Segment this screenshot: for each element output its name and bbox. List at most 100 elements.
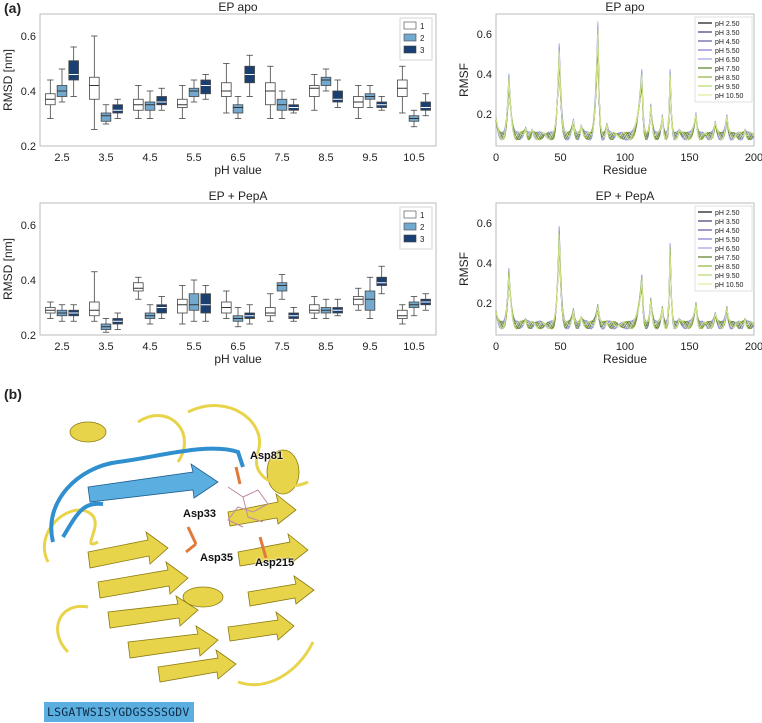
figure-a: EP apo RMSD [nm] pH value 0.2 0.4 0.6 2.5 3.5 4.… [1, 0, 762, 366]
beta-strand [127, 625, 219, 659]
x-tick-label: 5.5 [186, 341, 201, 353]
box-1 [177, 98, 188, 108]
x-tick-label: 0 [493, 152, 499, 164]
beta-strand [87, 531, 169, 569]
y-axis-label: RMSF [457, 63, 471, 97]
plot-frame [495, 202, 755, 336]
y-tick-label: 0.4 [21, 275, 36, 287]
legend-label: pH 2.50 [715, 21, 740, 28]
box-2 [100, 112, 112, 122]
x-tick-label: 5.5 [186, 152, 201, 164]
x-tick-label: 150 [680, 152, 698, 164]
panel-label-a: (a) [4, 0, 22, 16]
y-tick-label: 0.2 [477, 298, 492, 310]
box-3 [332, 90, 343, 103]
x-tick-label: 9.5 [362, 152, 377, 164]
box-3 [156, 96, 167, 106]
y-tick-label: 0.4 [21, 86, 36, 98]
beta-strand [97, 561, 189, 599]
box-3 [68, 60, 79, 81]
plot-frame [39, 13, 437, 147]
box-3 [376, 276, 387, 286]
sequence-box: LSGATWSISYGDGSSSSGDV [44, 702, 194, 722]
rmsf-line-pH-10-50 [495, 240, 755, 330]
residue-label-asp81: Asp81 [250, 450, 284, 462]
chart-title: EP apo [605, 0, 644, 14]
x-tick-label: 8.5 [318, 152, 333, 164]
box-1 [309, 304, 320, 314]
x-tick-label: 3.5 [98, 152, 113, 164]
x-tick-label: 6.5 [230, 341, 245, 353]
legend-label: 3 [420, 235, 425, 244]
box-2 [144, 101, 156, 111]
x-tick-label: 200 [745, 341, 762, 353]
legend-label: pH 9.50 [715, 273, 740, 280]
y-axis-label: RMSF [457, 252, 471, 286]
x-tick-label: 9.5 [362, 341, 377, 353]
asp-residues [185, 466, 268, 559]
x-tick-label: 7.5 [274, 152, 289, 164]
x-tick-label: 0 [493, 341, 499, 353]
x-tick-label: 2.5 [54, 152, 69, 164]
y-tick-label: 0.4 [477, 258, 492, 270]
y-tick-label: 0.4 [477, 69, 492, 81]
x-tick-label: 6.5 [230, 152, 245, 164]
legend-swatch [403, 45, 417, 54]
x-tick-label: 50 [554, 341, 566, 353]
y-tick-label: 0.2 [21, 141, 36, 153]
x-axis-label: pH value [214, 352, 262, 366]
x-tick-label: 2.5 [54, 341, 69, 353]
x-tick-label: 4.5 [142, 152, 157, 164]
chart-rmsf-pepa: EP + PepA RMSF Residue 0.2 0.4 0.6 0 50 100 150 20… [457, 189, 762, 366]
legend-label: pH 4.50 [715, 39, 740, 46]
legend-label: pH 10.50 [715, 93, 744, 100]
legend-label: pH 4.50 [715, 228, 740, 235]
residue-label-asp215: Asp215 [255, 557, 295, 569]
rmsf-line-pH-10-50 [495, 34, 755, 141]
loop [187, 404, 309, 488]
chart-box-pepa: EP + PepA RMSD [nm] pH value 0.2 0.4 0.6 2.5 3.… [1, 189, 437, 366]
box-1 [265, 307, 276, 317]
x-tick-label: 8.5 [318, 341, 333, 353]
legend-label: pH 5.50 [715, 48, 740, 55]
box-1 [397, 309, 408, 319]
box-2 [232, 104, 244, 114]
box-1 [265, 82, 276, 106]
beta-strand [227, 610, 295, 642]
legend-label: pH 5.50 [715, 237, 740, 244]
x-tick-label: 150 [680, 341, 698, 353]
chart-title: EP apo [218, 0, 257, 14]
loop [56, 605, 89, 654]
x-tick-label: 100 [616, 152, 634, 164]
rmsf-line-pH-6-50 [495, 229, 755, 330]
beta-strand [157, 649, 237, 683]
legend-swatch [403, 234, 417, 243]
beta-strand [247, 575, 315, 607]
chart-rmsf-apo: EP apo RMSF Residue 0.2 0.4 0.6 0 50 100 150 200 pH… [457, 0, 762, 177]
legend-label: pH 8.50 [715, 264, 740, 271]
panel-label-b: (b) [4, 386, 22, 402]
x-tick-label: 7.5 [274, 341, 289, 353]
legend-label: pH 3.50 [715, 30, 740, 37]
flap-highlight [49, 446, 245, 543]
beta-strand [237, 532, 309, 567]
legend-label: pH 9.50 [715, 84, 740, 91]
loop [237, 641, 315, 687]
x-tick-label: 3.5 [98, 341, 113, 353]
chart-title: EP + PepA [596, 189, 655, 203]
box-1 [353, 296, 364, 306]
box-2 [364, 290, 376, 311]
box-3 [156, 304, 167, 314]
box-1 [89, 76, 100, 100]
legend-label: pH 8.50 [715, 75, 740, 82]
legend-label: pH 7.50 [715, 66, 740, 73]
legend-swatch [403, 222, 417, 231]
loop [42, 508, 99, 563]
legend-label: pH 6.50 [715, 57, 740, 64]
plot-frame [495, 13, 755, 147]
y-tick-label: 0.2 [477, 109, 492, 121]
beta-strand [107, 595, 199, 629]
x-axis-label: Residue [603, 352, 647, 366]
chart-title: EP + PepA [209, 189, 268, 203]
box-1 [133, 282, 144, 292]
